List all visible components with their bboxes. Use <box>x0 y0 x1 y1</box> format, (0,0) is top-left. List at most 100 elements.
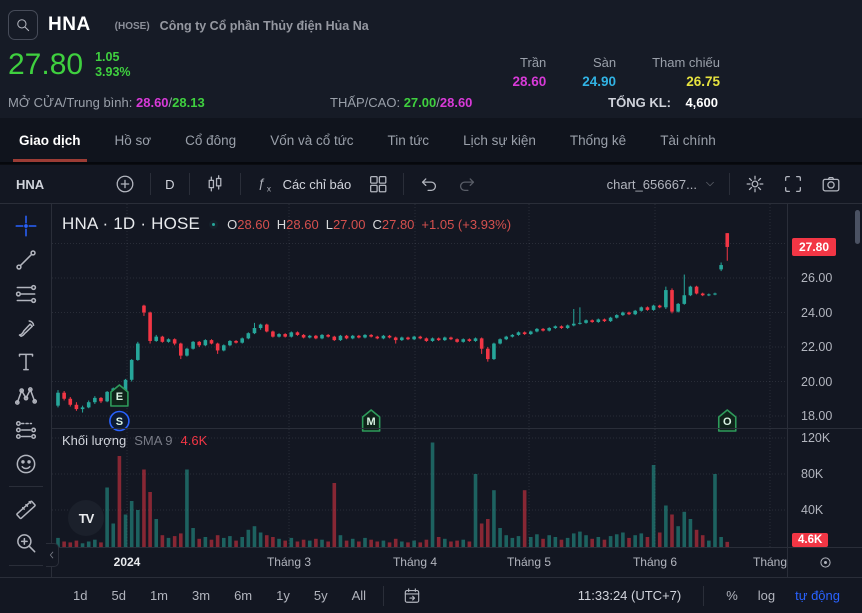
tab-thống-kê[interactable]: Thống kê <box>569 132 627 148</box>
emoji-tool[interactable] <box>7 448 45 480</box>
range-6m-button[interactable]: 6m <box>234 588 253 603</box>
clock-timezone-button[interactable]: 11:33:24 (UTC+7) <box>577 588 682 603</box>
volume-value: 4.6K <box>180 433 208 448</box>
ruler-icon <box>13 496 39 522</box>
compare-add-symbol-button[interactable] <box>106 169 144 199</box>
floor-value: 24.90 <box>582 74 617 89</box>
price-tick: 18.00 <box>801 409 833 423</box>
event-marker-o[interactable]: O <box>717 409 737 432</box>
bottom-divider <box>383 585 385 606</box>
search-icon <box>14 16 32 34</box>
market-status-dot <box>209 219 219 229</box>
fib-retracement-tool[interactable] <box>7 278 45 310</box>
emoji-icon <box>13 451 39 477</box>
redo-button[interactable] <box>448 169 486 199</box>
time-settings-icon[interactable] <box>817 554 834 571</box>
open-avg-label: MỞ CỬA/Trung bình: <box>8 95 133 110</box>
tab-hồ-sơ[interactable]: Hồ sơ <box>114 132 152 148</box>
crosshair-tool[interactable] <box>7 210 45 242</box>
range-5y-button[interactable]: 5y <box>313 588 328 603</box>
volume-tick: 40K <box>801 503 824 517</box>
candlestick-chart[interactable]: E S M O <box>52 204 787 547</box>
tab-lịch-sự-kiện[interactable]: Lịch sự kiện <box>463 132 536 148</box>
chart-canvas[interactable]: E S M O HNA · 1D · HOSE O28.60 H28.60 L27.0… <box>52 204 787 547</box>
plus-circle-icon <box>114 173 136 195</box>
auto-scale-toggle[interactable]: tự động <box>795 588 840 603</box>
ceiling-value: 28.60 <box>512 74 547 89</box>
reference-value: 26.75 <box>686 74 720 89</box>
snapshot-button[interactable] <box>812 169 850 199</box>
scale-handle[interactable] <box>855 210 860 244</box>
range-all-button[interactable]: All <box>351 588 367 603</box>
chart-settings-button[interactable] <box>736 169 774 199</box>
symbol-search-button[interactable] <box>8 10 38 40</box>
collapse-drawing-toolbar-handle[interactable] <box>46 543 59 567</box>
symbol-ticker: HNA <box>48 14 91 35</box>
interval-button[interactable]: D <box>157 169 182 199</box>
grid-layout-icon <box>367 173 389 195</box>
close-ohlc: 27.80 <box>381 216 415 232</box>
tab-cổ-đông[interactable]: Cổ đông <box>185 132 237 148</box>
xabcd-pattern-tool[interactable] <box>7 380 45 412</box>
gear-icon <box>744 173 766 195</box>
camera-icon <box>820 173 842 195</box>
range-1y-button[interactable]: 1y <box>276 588 290 603</box>
grid-layout-button[interactable] <box>359 169 397 199</box>
svg-text:ƒ: ƒ <box>257 176 264 191</box>
event-marker-m[interactable]: M <box>361 409 381 432</box>
price-change-pct: 3.93% <box>95 65 131 79</box>
price-scale[interactable]: 27.80 4.6K 26.00 24.00 22.00 20.00 18.00 120K… <box>788 204 862 547</box>
low-ohlc: 27.00 <box>332 216 366 232</box>
text-icon <box>13 349 39 375</box>
brush-icon <box>13 315 39 341</box>
tab-giao-dịch[interactable]: Giao dịch <box>13 118 86 162</box>
chart-legend[interactable]: HNA · 1D · HOSE O28.60 H28.60 L27.00 C27… <box>62 214 511 234</box>
candlestick-style-icon <box>204 173 226 195</box>
trend-line-icon <box>13 247 39 273</box>
tradingview-logo[interactable]: TV <box>68 500 104 536</box>
ohlc-values: O28.60 H28.60 L27.00 C27.80 +1.05 (+3.93… <box>227 216 512 232</box>
floor-label: Sàn <box>592 55 617 70</box>
range-3m-button[interactable]: 3m <box>192 588 211 603</box>
time-axis[interactable]: 2024 Tháng 3 Tháng 4 Tháng 5 Tháng 6 Tháng <box>52 547 787 577</box>
tab-tài-chính[interactable]: Tài chính <box>660 132 716 148</box>
svg-text:M: M <box>367 416 376 428</box>
toolbar-divider <box>239 173 241 195</box>
last-price-badge: 27.80 <box>792 237 837 256</box>
section-tabs: Giao dịch Hồ sơ Cổ đông Vốn và cổ tức Tin tứ… <box>0 118 862 164</box>
zoom-in-tool[interactable] <box>7 527 45 559</box>
fullscreen-button[interactable] <box>774 169 812 199</box>
crosshair-icon <box>13 213 39 239</box>
log-scale-toggle[interactable]: log <box>757 588 776 603</box>
undo-button[interactable] <box>410 169 448 199</box>
percent-scale-toggle[interactable]: % <box>726 588 738 603</box>
chart-style-button[interactable] <box>196 169 234 199</box>
range-5d-button[interactable]: 5d <box>111 588 126 603</box>
chart-layout-name-button[interactable]: chart_656667... <box>601 177 723 192</box>
event-marker-e[interactable]: E <box>110 384 129 407</box>
symbol-header: HNA (HOSE) Công ty Cổ phần Thủy điện Hủa… <box>0 0 862 118</box>
time-label: Tháng 6 <box>632 555 678 569</box>
tab-vốn-và-cổ-tức[interactable]: Vốn và cổ tức <box>270 132 354 148</box>
toolbar-symbol-button[interactable]: HNA <box>16 176 45 192</box>
trend-line-tool[interactable] <box>7 244 45 276</box>
ruler-tool[interactable] <box>7 493 45 525</box>
range-1d-button[interactable]: 1d <box>73 588 88 603</box>
tab-tin-tức[interactable]: Tin tức <box>387 132 430 148</box>
volume-sma-label: SMA 9 <box>134 433 173 448</box>
projection-tool[interactable] <box>7 414 45 446</box>
interval-label: D <box>165 176 175 192</box>
total-volume-value: 4,600 <box>685 95 718 110</box>
range-1m-button[interactable]: 1m <box>149 588 168 603</box>
reference-label: Tham chiếu <box>652 55 720 70</box>
event-marker-s[interactable]: S <box>109 410 130 432</box>
pane-separator[interactable] <box>52 428 787 429</box>
volume-legend[interactable]: Khối lượng SMA 9 4.6K <box>62 433 207 448</box>
text-tool[interactable] <box>7 346 45 378</box>
brush-tool[interactable] <box>7 312 45 344</box>
go-to-date-button[interactable] <box>394 581 430 611</box>
exchange-label: (HOSE) <box>114 21 150 32</box>
